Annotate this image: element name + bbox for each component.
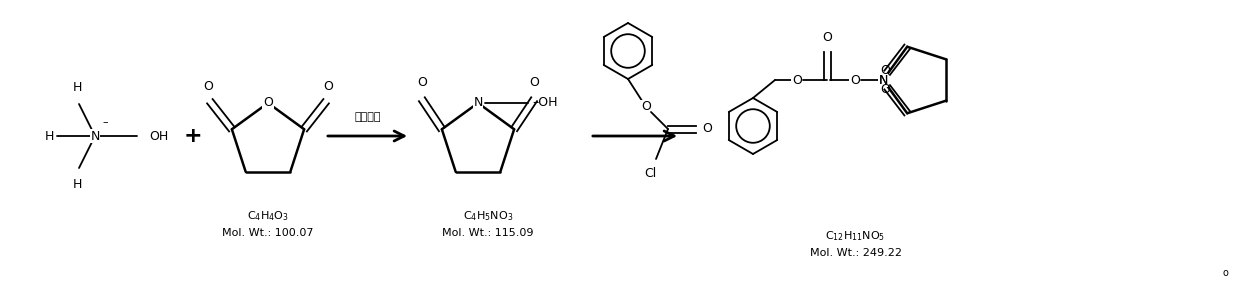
Text: N: N [91,129,99,143]
Text: H: H [72,81,82,94]
Text: O: O [851,74,859,86]
Text: H: H [45,129,53,143]
Text: –: – [102,117,108,127]
Text: N: N [878,74,888,86]
Text: O: O [263,97,273,109]
Text: O: O [263,97,273,109]
Text: C$_4$H$_5$NO$_3$: C$_4$H$_5$NO$_3$ [463,209,513,223]
Text: O: O [880,64,890,77]
Text: o: o [1223,268,1228,278]
Text: O: O [641,100,651,113]
Text: O: O [324,80,334,93]
Text: O: O [203,80,213,93]
Text: +: + [184,126,202,146]
Text: O: O [851,74,859,86]
Text: 高温脱水: 高温脱水 [355,112,381,122]
Text: C$_4$H$_4$O$_3$: C$_4$H$_4$O$_3$ [247,209,289,223]
Text: N: N [474,97,482,109]
Text: N: N [91,129,99,143]
Text: Cl: Cl [644,167,656,180]
Text: O: O [529,76,539,89]
Text: Mol. Wt.: 249.22: Mol. Wt.: 249.22 [810,248,901,258]
Text: C$_{12}$H$_{11}$NO$_5$: C$_{12}$H$_{11}$NO$_5$ [826,229,885,243]
Text: N: N [878,74,888,86]
Text: N: N [878,74,888,86]
Text: O: O [822,31,832,44]
Text: O: O [417,76,427,89]
Text: Mol. Wt.: 100.07: Mol. Wt.: 100.07 [222,228,314,238]
Text: H: H [72,178,82,191]
Text: O: O [792,74,802,86]
Text: N: N [878,74,888,86]
Text: O: O [880,83,890,96]
Text: O: O [641,100,651,113]
Text: O: O [792,74,802,86]
Text: Mol. Wt.: 115.09: Mol. Wt.: 115.09 [443,228,533,238]
Text: O: O [702,123,712,136]
Text: –OH: –OH [532,97,558,109]
Text: OH: OH [149,129,169,143]
Text: N: N [474,97,482,109]
